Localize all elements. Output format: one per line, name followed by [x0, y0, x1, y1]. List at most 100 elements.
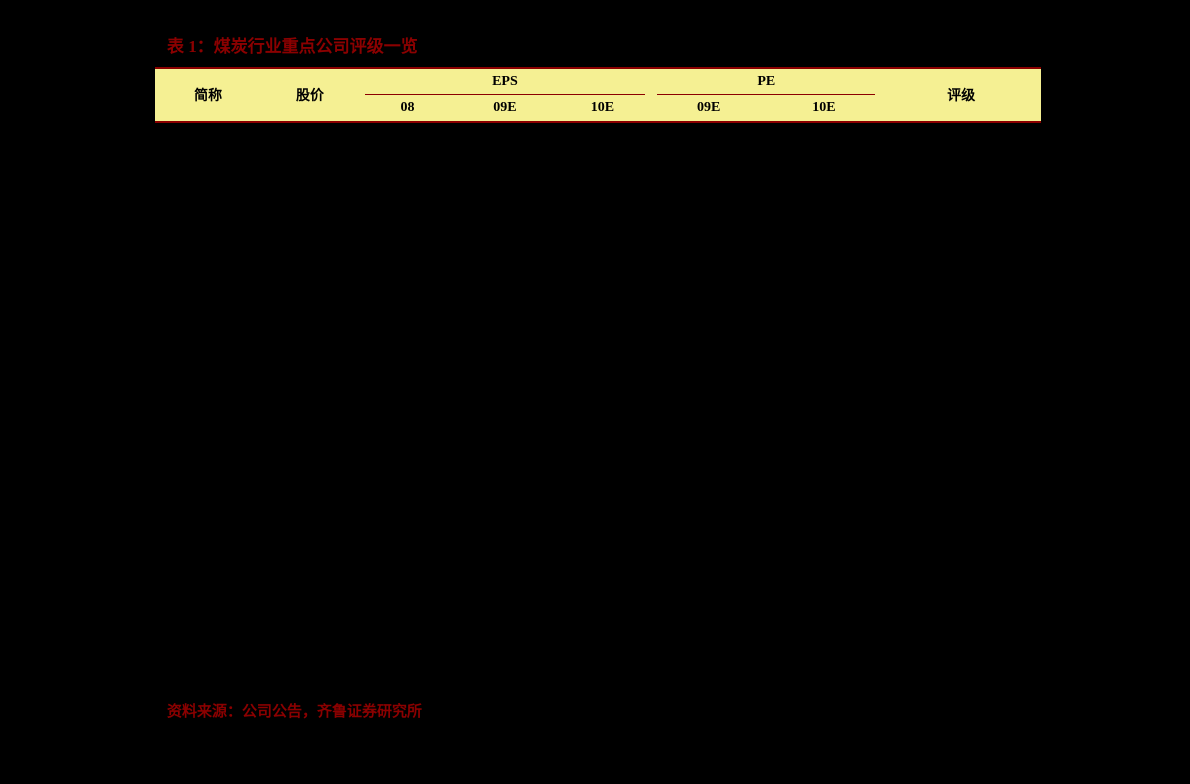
- table-row: 兖州煤业21.381.310.710.8230.126.1谨慎推荐: [155, 501, 1041, 528]
- cell-name: 西山煤电: [155, 177, 261, 204]
- cell-price: 28.58: [261, 474, 358, 501]
- cell-name: 煤气化: [155, 447, 261, 474]
- cell-eps09e: 0.73: [456, 177, 553, 204]
- cell-rating: 推荐: [881, 285, 1041, 312]
- cell-price: 38.00: [261, 312, 358, 339]
- table-row: 西山煤电39.600.960.731.1054.236.0推荐: [155, 177, 1041, 204]
- cell-pe09e: 37.6: [651, 420, 766, 447]
- col-group-pe-label: PE: [757, 74, 775, 89]
- cell-name: 国阳新能: [155, 339, 261, 366]
- cell-pe10e: 17.9: [766, 393, 881, 420]
- table-row: 上海能源26.341.250.991.4126.618.7谨慎推荐: [155, 555, 1041, 582]
- cell-rating: 推荐: [881, 231, 1041, 258]
- cell-eps08: 0.72: [359, 447, 456, 474]
- cell-eps09e: 1.15: [456, 528, 553, 555]
- col-header-pe10e: 10E: [766, 95, 881, 122]
- table-row: 煤气化24.110.720.620.8938.927.1推荐: [155, 447, 1041, 474]
- cell-name: 恒源煤电: [155, 474, 261, 501]
- cell-pe09e: 39.1: [651, 582, 766, 609]
- cell-pe09e: 26.2: [651, 312, 766, 339]
- cell-eps10e: 0.57: [554, 582, 651, 609]
- cell-pe10e: 16.9: [766, 366, 881, 393]
- cell-pe10e: 18.7: [766, 555, 881, 582]
- col-header-price: 股价: [261, 68, 358, 122]
- cell-eps08: 1.01: [359, 366, 456, 393]
- cell-eps08: 1.76: [359, 231, 456, 258]
- cell-name: 中国神华: [155, 122, 261, 150]
- cell-eps08: 2.01: [359, 474, 456, 501]
- table-row: 平煤股份26.801.761.091.5424.617.4推荐: [155, 231, 1041, 258]
- table-row: 恒源煤电28.582.011.651.8717.315.3推荐: [155, 474, 1041, 501]
- cell-price: 35.42: [261, 122, 358, 150]
- cell-pe10e: 21.4: [766, 204, 881, 231]
- cell-pe09e: 22.3: [651, 150, 766, 177]
- cell-pe10e: 27.4: [766, 582, 881, 609]
- cell-eps08: 1.25: [359, 555, 456, 582]
- cell-eps10e: 1.49: [554, 528, 651, 555]
- cell-pe10e: 22.6: [766, 420, 881, 447]
- cell-eps09e: 1.04: [456, 285, 553, 312]
- cell-pe10e: 16.2: [766, 312, 881, 339]
- cell-eps08: 0.42: [359, 582, 456, 609]
- table-row: 冀中能源30.441.401.151.4926.520.4谨慎推荐: [155, 528, 1041, 555]
- col-header-pe09e: 09E: [651, 95, 766, 122]
- cell-eps08: 2.23: [359, 312, 456, 339]
- cell-name: 潞安环能: [155, 204, 261, 231]
- cell-pe09e: 24.6: [651, 231, 766, 258]
- cell-eps10e: 1.30: [554, 420, 651, 447]
- cell-eps09e: 1.19: [456, 393, 553, 420]
- cell-price: 35.51: [261, 366, 358, 393]
- cell-price: 26.34: [261, 555, 358, 582]
- cell-rating: 推荐: [881, 420, 1041, 447]
- cell-rating: 谨慎推荐: [881, 528, 1041, 555]
- cell-price: 29.36: [261, 420, 358, 447]
- cell-price: 24.42: [261, 258, 358, 285]
- table-row: 潞安环能52.312.361.782.4429.421.4推荐: [155, 204, 1041, 231]
- table-row: 兰花科创38.002.231.452.3526.216.2推荐: [155, 312, 1041, 339]
- table-row: 国投新集15.640.420.400.5739.127.4谨慎推荐: [155, 582, 1041, 609]
- cell-eps10e: 1.86: [554, 122, 651, 150]
- col-group-eps: EPS: [359, 68, 651, 95]
- cell-eps09e: 1.09: [456, 231, 553, 258]
- col-header-eps10e: 10E: [554, 95, 651, 122]
- cell-eps09e: 0.78: [456, 420, 553, 447]
- cell-pe10e: 16.0: [766, 150, 881, 177]
- cell-eps09e: 0.62: [456, 447, 553, 474]
- cell-eps08: 0.96: [359, 177, 456, 204]
- cell-pe09e: 26.6: [651, 555, 766, 582]
- cell-name: 兰花科创: [155, 312, 261, 339]
- cell-eps08: 1.40: [359, 528, 456, 555]
- cell-price: 39.60: [261, 177, 358, 204]
- cell-pe10e: 19.0: [766, 122, 881, 150]
- cell-pe10e: 22.8: [766, 339, 881, 366]
- col-header-eps08: 08: [359, 95, 456, 122]
- cell-pe09e: 31.1: [651, 339, 766, 366]
- cell-pe09e: 23.3: [651, 122, 766, 150]
- cell-rating: 推荐: [881, 204, 1041, 231]
- cell-name: 上海能源: [155, 555, 261, 582]
- cell-pe09e: 31.3: [651, 258, 766, 285]
- cell-pe10e: 22.0: [766, 258, 881, 285]
- table-row: 中煤能源13.590.520.610.8522.316.0推荐: [155, 150, 1041, 177]
- cell-name: 开滦股份: [155, 258, 261, 285]
- cell-price: 43.25: [261, 285, 358, 312]
- cell-name: 中煤能源: [155, 150, 261, 177]
- cell-eps10e: 1.10: [554, 177, 651, 204]
- cell-rating: 谨慎推荐: [881, 582, 1041, 609]
- cell-eps10e: 2.10: [554, 366, 651, 393]
- cell-rating: 推荐: [881, 258, 1041, 285]
- cell-eps08: 1.20: [359, 393, 456, 420]
- cell-eps09e: 0.78: [456, 258, 553, 285]
- cell-price: 30.44: [261, 528, 358, 555]
- source-note: 资料来源：公司公告，齐鲁证券研究所: [155, 700, 422, 721]
- col-header-rating: 评级: [881, 68, 1041, 122]
- cell-eps10e: 1.11: [554, 258, 651, 285]
- table-row: 国阳新能42.631.491.371.8731.122.8推荐: [155, 339, 1041, 366]
- cell-eps09e: 0.40: [456, 582, 553, 609]
- cell-eps09e: 1.65: [456, 474, 553, 501]
- cell-pe10e: 26.1: [766, 501, 881, 528]
- cell-pe10e: 15.3: [766, 474, 881, 501]
- cell-eps10e: 0.89: [554, 447, 651, 474]
- cell-eps08: 2.36: [359, 204, 456, 231]
- cell-eps09e: 0.85: [456, 366, 553, 393]
